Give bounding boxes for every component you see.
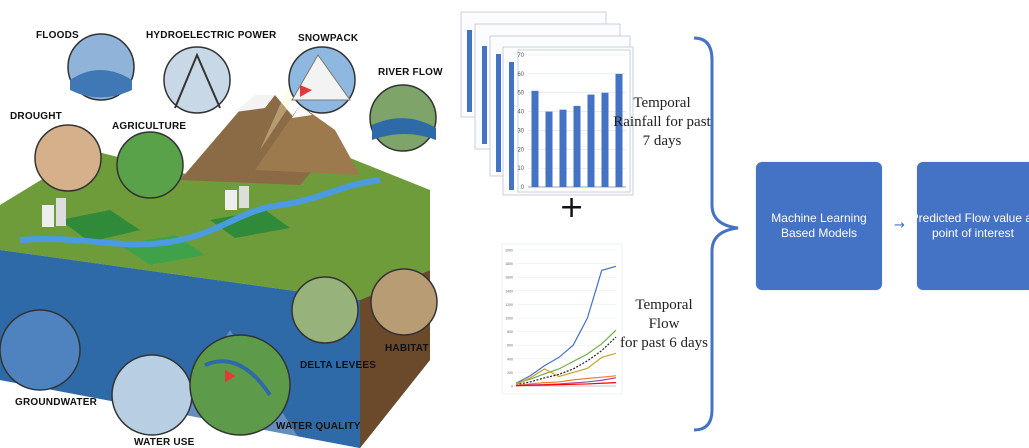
curly-brace — [693, 36, 739, 432]
bar — [573, 105, 581, 187]
snow-cap-right — [292, 105, 312, 118]
rainfall-caption-line: 7 days — [642, 133, 682, 149]
flow-line-chart: 0 200 400 600 800 1000 1200 1400 1600 1800 2000 — [501, 243, 623, 395]
ml-models-box: Machine Learning Based Models — [756, 162, 882, 290]
label-agriculture: AGRICULTURE — [112, 121, 187, 132]
line-y-tick-label: 1200 — [505, 303, 513, 307]
bar — [559, 109, 567, 187]
line-y-tick-label: 200 — [507, 371, 513, 375]
predicted-flow-line: Predicted Flow value at — [910, 211, 1029, 225]
river — [19, 177, 381, 248]
flow-caption-line: Temporal Flow — [635, 297, 693, 332]
rainfall-caption-line: Rainfall for past — [613, 114, 711, 130]
label-groundwater: GROUNDWATER — [15, 397, 98, 408]
water-quality-vignette — [189, 334, 291, 436]
bar — [615, 73, 623, 187]
water-quality-channel — [204, 359, 272, 397]
line-y-tick-label: 1000 — [505, 317, 513, 321]
flow-arrow-icon: → — [894, 218, 905, 233]
label-water-quality: WATER QUALITY — [276, 421, 361, 432]
label-habitat: HABITAT — [385, 343, 429, 354]
line-y-tick-label: 600 — [507, 344, 513, 348]
rainfall-bar-chart: 0 10 20 30 40 50 60 70 — [517, 49, 631, 193]
town-building — [225, 190, 237, 210]
label-river-flow: RIVER FLOW — [378, 67, 443, 78]
stacked-bar — [509, 62, 514, 190]
line-y-tick-label: 1600 — [505, 276, 513, 280]
flow-caption: Temporal Flow for past 6 days — [620, 296, 708, 353]
bar-y-tick-label: 50 — [517, 91, 524, 97]
bar — [531, 90, 539, 187]
field-3 — [210, 210, 290, 238]
red-arrow-icon — [225, 370, 236, 382]
bar-y-tick-label: 20 — [517, 147, 524, 153]
flow-caption-line: for past 6 days — [620, 335, 708, 351]
drought-vignette — [34, 124, 102, 192]
label-delta-levees: DELTA LEVEES — [300, 360, 377, 371]
label-water-use: WATER USE — [134, 437, 195, 448]
snow-cap — [235, 95, 275, 112]
bar — [601, 92, 609, 187]
label-floods: FLOODS — [36, 30, 79, 41]
bar-y-tick-label: 10 — [517, 166, 524, 172]
power-tower — [174, 52, 221, 109]
bar-y-tick-label: 0 — [521, 185, 525, 191]
mountain-right — [255, 105, 360, 175]
bar-y-tick-label: 40 — [517, 110, 524, 116]
label-snowpack: SNOWPACK — [298, 33, 359, 44]
watershed-illustration — [0, 33, 438, 448]
river-flow-water — [372, 118, 436, 140]
water-use-vignette — [111, 354, 193, 436]
town-building — [56, 198, 66, 226]
line-y-tick-label: 400 — [507, 357, 513, 361]
bar-y-tick-label: 30 — [517, 128, 524, 134]
bar-y-tick-label: 60 — [517, 72, 524, 78]
river-flow-vignette — [369, 84, 437, 152]
line-y-tick-label: 1400 — [505, 289, 513, 293]
line-y-tick-label: 0 — [511, 385, 513, 389]
delta-levees-vignette — [291, 276, 359, 344]
bar — [587, 94, 595, 187]
series-line — [515, 352, 617, 386]
series-line — [515, 329, 617, 384]
stacked-bar — [496, 54, 501, 172]
series-line — [515, 382, 617, 387]
agriculture-vignette — [116, 131, 184, 199]
red-arrow-icon — [300, 85, 312, 97]
line-y-tick-label: 800 — [507, 330, 513, 334]
bar — [545, 111, 553, 187]
line-chart-page — [501, 243, 623, 395]
ml-models-line: Machine Learning — [771, 211, 867, 225]
series-line — [515, 375, 617, 386]
rainfall-chart-stack: 0 10 20 30 40 50 60 70 — [460, 11, 634, 196]
field-1 — [60, 210, 140, 242]
stacked-bar — [467, 30, 472, 112]
label-hydro: HYDROELECTRIC POWER — [146, 30, 277, 41]
rainfall-caption-line: Temporal — [633, 95, 691, 111]
town-building — [42, 205, 54, 227]
line-y-tick-label: 1800 — [505, 262, 513, 266]
line-y-tick-label: 2000 — [505, 249, 513, 253]
rainfall-caption: Temporal Rainfall for past 7 days — [612, 94, 712, 151]
series-line — [515, 265, 617, 384]
bar-y-tick-label: 70 — [517, 53, 524, 59]
floods-water — [70, 70, 132, 98]
predicted-flow-box: Predicted Flow value at point of interes… — [911, 162, 1029, 290]
ml-models-line: Based Models — [780, 226, 858, 240]
town-building — [239, 186, 249, 208]
plus-sign: + — [559, 190, 585, 225]
stacked-bar — [482, 46, 487, 144]
groundwater-vignette — [0, 309, 81, 391]
habitat-vignette — [370, 268, 438, 336]
label-drought: DROUGHT — [10, 111, 62, 122]
predicted-flow-line: point of interest — [931, 226, 1015, 240]
